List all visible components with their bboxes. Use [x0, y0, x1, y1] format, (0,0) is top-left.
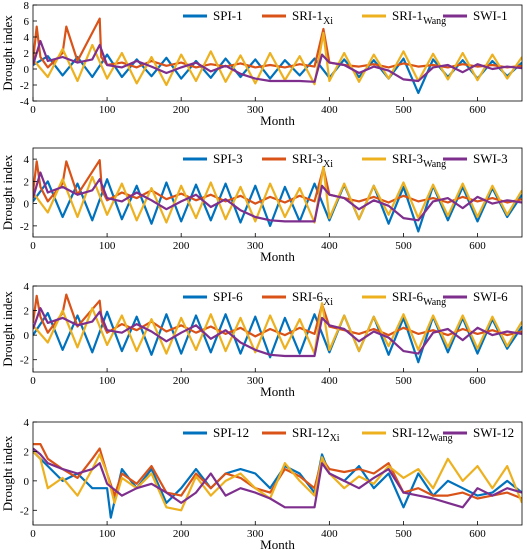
series-line-2	[33, 159, 522, 205]
legend: SPI-3 SRI-3Xi SRI-3Wang SWI-3	[183, 151, 508, 170]
x-tick-label: 200	[173, 375, 190, 387]
y-tick-label: 2	[24, 48, 30, 60]
y-axis-label: Drought index	[0, 15, 15, 91]
series-line-1	[33, 178, 522, 233]
legend-label: SPI-12	[213, 425, 249, 440]
legend-label: SRI-12Wang	[392, 425, 453, 444]
x-axis-label: Month	[260, 384, 295, 399]
x-tick-label: 400	[321, 528, 338, 540]
series-line-3	[33, 450, 522, 512]
y-tick-label: 4	[24, 417, 30, 429]
series-line-2	[33, 443, 522, 500]
y-tick-label: 2	[24, 306, 30, 318]
x-tick-label: 500	[395, 528, 412, 540]
plot-frame	[32, 4, 523, 102]
legend-label: SPI-6	[213, 289, 243, 304]
x-tick-label: 200	[173, 240, 190, 252]
x-tick-label: 300	[247, 104, 264, 116]
legend-label: SRI-1Xi	[292, 8, 333, 27]
legend-label: SWI-12	[473, 425, 514, 440]
legend-label: SWI-6	[473, 289, 508, 304]
series-line-1	[33, 450, 522, 519]
series-line-4	[33, 171, 522, 223]
series-line-3	[33, 302, 522, 355]
legend-label: SRI-12Xi	[292, 425, 340, 444]
y-tick-label: 4	[24, 281, 30, 293]
y-tick-label: 4	[24, 154, 30, 166]
plot-frame	[32, 421, 523, 526]
x-tick-label: 0	[30, 528, 36, 540]
chart-panel-1: 0 100 200 300 400 500 600-4-202468MonthDrought…	[0, 0, 523, 128]
y-tick-label: -2	[20, 505, 29, 517]
legend-label: SRI-6Wang	[392, 289, 446, 308]
plot-frame	[32, 147, 523, 238]
y-tick-label: -4	[20, 96, 30, 108]
y-tick-label: 2	[24, 446, 30, 458]
y-axis-label: Drought index	[0, 291, 15, 367]
x-tick-label: 300	[247, 240, 264, 252]
x-tick-label: 200	[173, 528, 190, 540]
legend-label: SRI-6Xi	[292, 289, 333, 308]
y-tick-label: 4	[24, 32, 30, 44]
legend-label: SRI-1Wang	[392, 8, 446, 27]
x-tick-label: 300	[247, 375, 264, 387]
x-tick-label: 100	[99, 528, 116, 540]
y-tick-label: 0	[24, 64, 30, 76]
x-tick-label: 500	[395, 375, 412, 387]
legend-label: SRI-3Xi	[292, 151, 333, 170]
y-tick-label: 8	[24, 0, 30, 12]
legend: SPI-12 SRI-12Xi SRI-12Wang SWI-12	[183, 425, 514, 444]
x-axis-label: Month	[260, 537, 295, 550]
plot-frame	[32, 285, 523, 373]
x-tick-label: 400	[321, 375, 338, 387]
series-line-4	[33, 307, 522, 358]
y-axis-label: Drought index	[0, 435, 15, 511]
legend-label: SWI-1	[473, 8, 508, 23]
legend-label: SPI-1	[213, 8, 243, 23]
y-axis-label: Drought index	[0, 154, 15, 230]
x-axis-label: Month	[260, 113, 295, 128]
x-tick-label: 0	[30, 104, 36, 116]
x-tick-label: 0	[30, 375, 36, 387]
y-tick-label: -2	[20, 80, 29, 92]
y-tick-label: 6	[24, 16, 30, 28]
x-tick-label: 600	[469, 375, 486, 387]
x-tick-label: 100	[99, 375, 116, 387]
x-tick-label: 500	[395, 240, 412, 252]
x-tick-label: 300	[247, 528, 264, 540]
x-tick-label: 600	[469, 104, 486, 116]
x-tick-label: 100	[99, 240, 116, 252]
y-tick-label: 0	[24, 330, 30, 342]
series-line-4	[33, 39, 522, 83]
series-line-4	[33, 447, 522, 509]
x-tick-label: 400	[321, 240, 338, 252]
x-tick-label: 500	[395, 104, 412, 116]
x-tick-label: 600	[469, 240, 486, 252]
x-tick-label: 100	[99, 104, 116, 116]
legend-label: SWI-3	[473, 151, 508, 166]
y-tick-label: 2	[24, 176, 30, 188]
series-line-2	[33, 17, 522, 69]
x-tick-label: 0	[30, 240, 36, 252]
series-line-2	[33, 293, 522, 338]
series-line-3	[33, 165, 522, 224]
legend-label: SPI-3	[213, 151, 243, 166]
legend: SPI-1 SRI-1Xi SRI-1Wang SWI-1	[183, 8, 508, 27]
x-tick-label: 600	[469, 528, 486, 540]
x-tick-label: 400	[321, 104, 338, 116]
y-tick-label: 0	[24, 476, 30, 488]
y-tick-label: -2	[20, 221, 29, 233]
y-tick-label: -2	[20, 355, 29, 367]
legend: SPI-6 SRI-6Xi SRI-6Wang SWI-6	[183, 289, 508, 308]
x-axis-label: Month	[260, 249, 295, 264]
y-tick-label: 0	[24, 199, 30, 211]
x-tick-label: 200	[173, 104, 190, 116]
legend-label: SRI-3Wang	[392, 151, 446, 170]
series-line-3	[33, 31, 522, 87]
